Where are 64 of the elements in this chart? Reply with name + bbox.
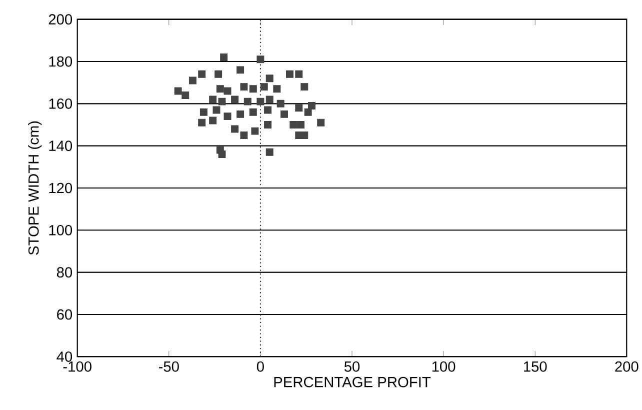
point — [266, 96, 274, 104]
point — [198, 70, 206, 78]
point — [240, 83, 248, 91]
y-tick-label: 180 — [49, 56, 72, 67]
point — [236, 110, 244, 118]
y-tick-label: 40 — [56, 351, 72, 362]
y-tick-label: 160 — [49, 98, 72, 109]
point — [174, 87, 182, 95]
point — [209, 96, 217, 104]
x-tick-label: 100 — [432, 361, 456, 372]
point — [212, 106, 220, 114]
point — [266, 148, 274, 156]
point — [188, 76, 196, 84]
point — [240, 132, 248, 140]
point — [182, 91, 190, 99]
point — [273, 85, 281, 93]
point — [231, 125, 239, 133]
x-tick-label: 50 — [344, 361, 360, 372]
point — [295, 104, 303, 112]
point — [218, 98, 226, 106]
point — [251, 127, 259, 135]
y-tick-label: 200 — [48, 14, 72, 25]
point — [224, 87, 232, 95]
point — [236, 66, 244, 74]
point — [290, 121, 298, 128]
point — [295, 70, 303, 78]
point — [249, 85, 257, 93]
point — [209, 116, 217, 124]
point — [218, 150, 226, 158]
point — [264, 106, 272, 114]
x-tick-label: 200 — [615, 361, 638, 372]
y-tick-label: 140 — [49, 140, 72, 152]
point — [276, 100, 284, 108]
y-tick-label: 100 — [49, 224, 72, 236]
point — [300, 83, 308, 91]
point — [296, 121, 304, 128]
point — [224, 112, 232, 120]
point — [214, 70, 222, 78]
point — [264, 121, 272, 128]
x-tick-label: -100 — [63, 361, 92, 372]
point — [220, 54, 228, 62]
point — [198, 118, 206, 126]
y-axis-title: STOPE WIDTH (cm) — [28, 121, 42, 255]
x-axis-title: PERCENTAGE PROFIT — [274, 376, 431, 388]
point — [256, 98, 264, 106]
point — [280, 110, 288, 118]
point — [216, 85, 224, 93]
point — [260, 83, 268, 91]
point — [256, 56, 264, 64]
x-tick-label: -50 — [158, 361, 179, 372]
point — [286, 70, 294, 78]
y-tick-label: 60 — [57, 309, 72, 320]
point — [249, 108, 257, 116]
y-tick-label: 80 — [56, 267, 72, 278]
point — [231, 96, 239, 104]
point — [266, 74, 274, 82]
y-tick-label: 120 — [49, 182, 72, 194]
point — [200, 108, 208, 116]
x-tick-label: 150 — [524, 361, 547, 372]
x-tick-label: 0 — [256, 361, 264, 372]
point — [308, 102, 316, 110]
point — [317, 118, 325, 126]
point — [244, 98, 252, 106]
point — [304, 108, 312, 116]
